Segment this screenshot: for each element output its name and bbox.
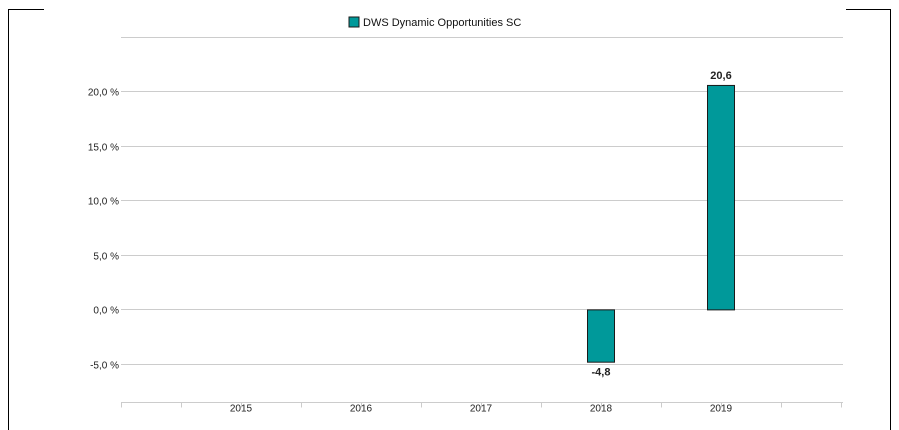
bar-layer: -4,8 20,6: [587, 70, 735, 379]
y-tick-label: -5,0 %: [90, 361, 119, 372]
x-tick-label: 2015: [230, 404, 253, 415]
y-tick-label: 10,0 %: [88, 197, 119, 208]
x-tick-label: 2018: [590, 404, 613, 415]
y-tick-label: 20,0 %: [88, 88, 119, 99]
bar: [707, 84, 735, 311]
y-tick-label: 15,0 %: [88, 143, 119, 154]
bar-data-label: -4,8: [592, 367, 611, 379]
x-tick-label: 2017: [470, 404, 493, 415]
legend-label: DWS Dynamic Opportunities SC: [363, 17, 521, 29]
legend: DWS Dynamic Opportunities SC: [348, 16, 521, 29]
bar: [587, 309, 615, 363]
bar-data-label: 20,6: [710, 70, 731, 82]
x-tick-label: 2019: [710, 404, 733, 415]
y-tick-label: 5,0 %: [93, 252, 119, 263]
x-tick-label: 2016: [350, 404, 373, 415]
y-tick-label: 0,0 %: [93, 306, 119, 317]
x-axis: 2015 2016 2017 2018 2019: [121, 402, 843, 415]
legend-swatch: [348, 16, 360, 28]
